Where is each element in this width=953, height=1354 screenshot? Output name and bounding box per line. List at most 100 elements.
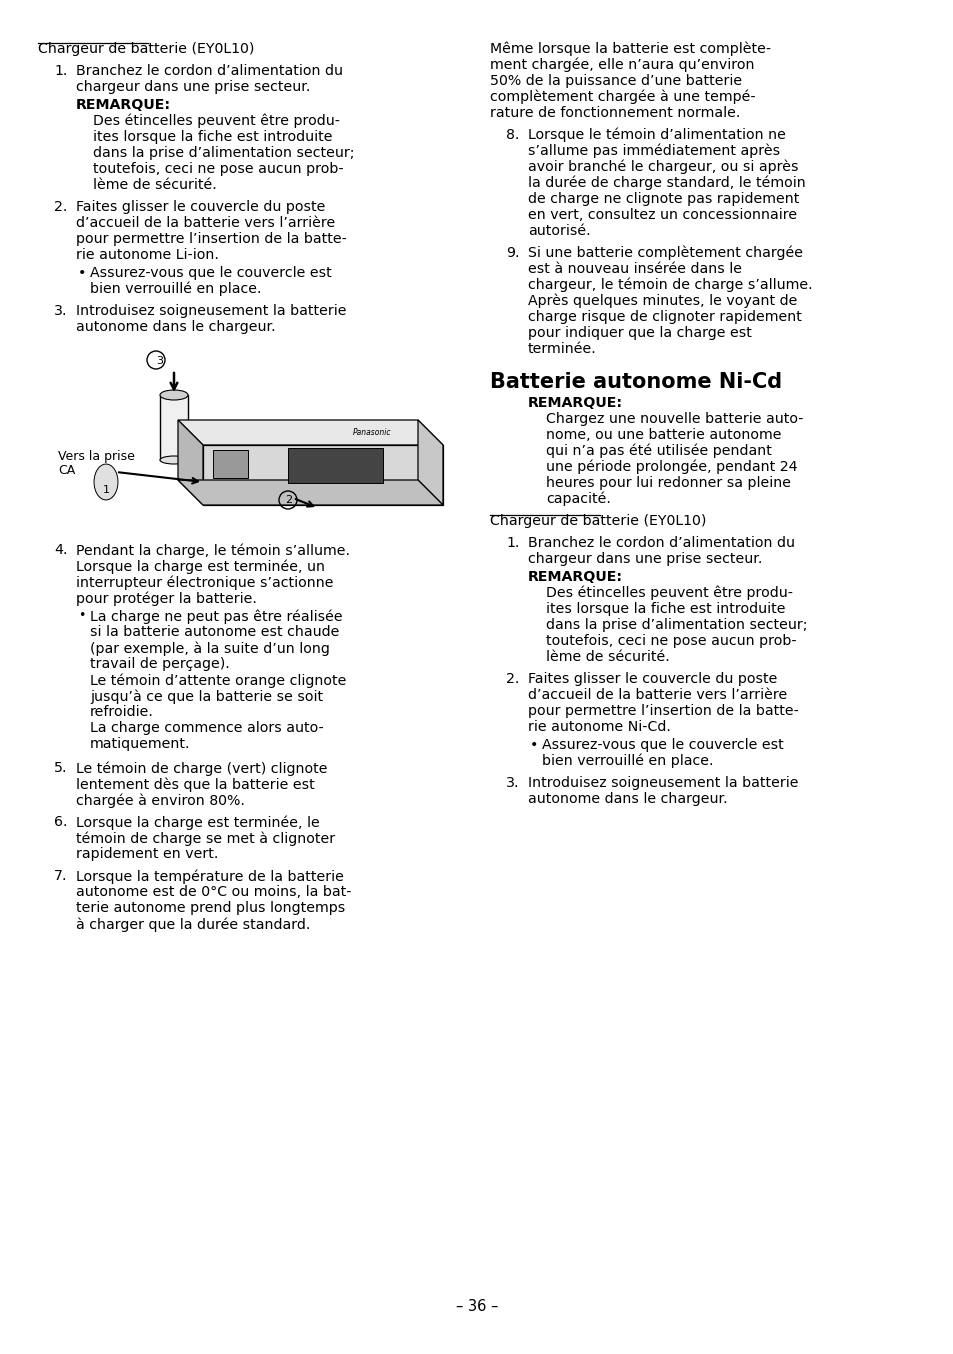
Text: 3.: 3. [54, 305, 68, 318]
Text: dans la prise d’alimentation secteur;: dans la prise d’alimentation secteur; [545, 617, 806, 632]
Text: chargeur dans une prise secteur.: chargeur dans une prise secteur. [76, 80, 310, 93]
Text: d’accueil de la batterie vers l’arrière: d’accueil de la batterie vers l’arrière [76, 217, 335, 230]
Text: lème de sécurité.: lème de sécurité. [545, 650, 669, 663]
Text: Assurez-vous que le couvercle est: Assurez-vous que le couvercle est [541, 738, 783, 751]
Text: Branchez le cordon d’alimentation du: Branchez le cordon d’alimentation du [527, 536, 794, 550]
Ellipse shape [160, 390, 188, 399]
Text: REMARQUE:: REMARQUE: [76, 97, 171, 112]
Text: REMARQUE:: REMARQUE: [527, 570, 622, 584]
Text: autorisé.: autorisé. [527, 223, 590, 238]
Text: pour indiquer que la charge est: pour indiquer que la charge est [527, 326, 751, 340]
Text: refroidie.: refroidie. [90, 705, 153, 719]
Text: s’allume pas immédiatement après: s’allume pas immédiatement après [527, 144, 780, 158]
Text: 3: 3 [156, 356, 163, 366]
Text: Introduisez soigneusement la batterie: Introduisez soigneusement la batterie [76, 305, 346, 318]
Text: 2: 2 [285, 496, 292, 505]
Text: 8.: 8. [505, 129, 518, 142]
Text: dans la prise d’alimentation secteur;: dans la prise d’alimentation secteur; [92, 146, 355, 160]
Text: à charger que la durée standard.: à charger que la durée standard. [76, 917, 310, 932]
Text: lème de sécurité.: lème de sécurité. [92, 177, 216, 192]
Text: Branchez le cordon d’alimentation du: Branchez le cordon d’alimentation du [76, 64, 343, 79]
Text: 3.: 3. [505, 776, 519, 789]
Text: toutefois, ceci ne pose aucun prob-: toutefois, ceci ne pose aucun prob- [545, 634, 796, 649]
Text: charge risque de clignoter rapidement: charge risque de clignoter rapidement [527, 310, 801, 324]
Text: Lorsque le témoin d’alimentation ne: Lorsque le témoin d’alimentation ne [527, 129, 785, 142]
Ellipse shape [160, 456, 188, 464]
Text: Chargeur de batterie (EY0L10): Chargeur de batterie (EY0L10) [490, 515, 705, 528]
Text: une période prolongée, pendant 24: une période prolongée, pendant 24 [545, 460, 797, 474]
Text: 1.: 1. [54, 64, 68, 79]
Text: REMARQUE:: REMARQUE: [527, 395, 622, 410]
Text: nome, ou une batterie autonome: nome, ou une batterie autonome [545, 428, 781, 441]
Text: de charge ne clignote pas rapidement: de charge ne clignote pas rapidement [527, 192, 799, 206]
Text: terminée.: terminée. [527, 343, 597, 356]
Text: 1: 1 [103, 485, 110, 496]
Bar [213, 450, 248, 478]
Text: est à nouveau insérée dans le: est à nouveau insérée dans le [527, 263, 741, 276]
Text: 9.: 9. [505, 246, 519, 260]
Text: matiquement.: matiquement. [90, 737, 191, 751]
Text: autonome dans le chargeur.: autonome dans le chargeur. [76, 320, 275, 334]
Polygon shape [417, 420, 442, 505]
Text: capacité.: capacité. [545, 492, 610, 506]
Text: Des étincelles peuvent être produ-: Des étincelles peuvent être produ- [92, 114, 339, 129]
Text: ment chargée, elle n’aura qu’environ: ment chargée, elle n’aura qu’environ [490, 58, 754, 73]
Polygon shape [178, 481, 442, 505]
Text: toutefois, ceci ne pose aucun prob-: toutefois, ceci ne pose aucun prob- [92, 162, 343, 176]
Bar [160, 395, 188, 460]
Text: ites lorsque la fiche est introduite: ites lorsque la fiche est introduite [545, 603, 784, 616]
Text: témoin de charge se met à clignoter: témoin de charge se met à clignoter [76, 831, 335, 845]
Text: en vert, consultez un concessionnaire: en vert, consultez un concessionnaire [527, 209, 797, 222]
Text: La charge commence alors auto-: La charge commence alors auto- [90, 720, 323, 735]
Polygon shape [178, 420, 442, 445]
Text: Lorsque la charge est terminée, un: Lorsque la charge est terminée, un [76, 559, 325, 574]
Text: rapidement en vert.: rapidement en vert. [76, 848, 218, 861]
Text: 5.: 5. [54, 761, 68, 774]
Text: Faites glisser le couvercle du poste: Faites glisser le couvercle du poste [76, 200, 325, 214]
Text: Après quelques minutes, le voyant de: Après quelques minutes, le voyant de [527, 294, 797, 309]
Text: Chargeur de batterie (EY0L10): Chargeur de batterie (EY0L10) [38, 42, 254, 56]
Text: Introduisez soigneusement la batterie: Introduisez soigneusement la batterie [527, 776, 798, 789]
Text: Panasonic: Panasonic [353, 428, 392, 437]
Text: La charge ne peut pas être réalisée: La charge ne peut pas être réalisée [90, 609, 342, 623]
Text: Lorsque la charge est terminée, le: Lorsque la charge est terminée, le [76, 815, 319, 830]
Text: Assurez-vous que le couvercle est: Assurez-vous que le couvercle est [90, 265, 332, 280]
Text: la durée de charge standard, le témoin: la durée de charge standard, le témoin [527, 176, 805, 191]
Text: Lorsque la température de la batterie: Lorsque la température de la batterie [76, 869, 343, 884]
Text: si la batterie autonome est chaude: si la batterie autonome est chaude [90, 626, 339, 639]
Text: Faites glisser le couvercle du poste: Faites glisser le couvercle du poste [527, 672, 777, 686]
Text: Vers la prise: Vers la prise [58, 450, 134, 463]
Text: Si une batterie complètement chargée: Si une batterie complètement chargée [527, 246, 802, 260]
Text: 2.: 2. [54, 200, 68, 214]
Text: jusqu’à ce que la batterie se soit: jusqu’à ce que la batterie se soit [90, 689, 323, 704]
Text: complètement chargée à une tempé-: complètement chargée à une tempé- [490, 89, 755, 104]
Text: autonome dans le chargeur.: autonome dans le chargeur. [527, 792, 727, 806]
Text: Pendant la charge, le témoin s’allume.: Pendant la charge, le témoin s’allume. [76, 543, 350, 558]
Text: d’accueil de la batterie vers l’arrière: d’accueil de la batterie vers l’arrière [527, 688, 786, 701]
Text: 6.: 6. [54, 815, 68, 829]
Text: pour permettre l’insertion de la batte-: pour permettre l’insertion de la batte- [76, 232, 347, 246]
Text: •: • [530, 738, 537, 751]
Polygon shape [178, 420, 203, 505]
Text: Le témoin d’attente orange clignote: Le témoin d’attente orange clignote [90, 673, 346, 688]
Text: lentement dès que la batterie est: lentement dès que la batterie est [76, 777, 314, 792]
Text: 7.: 7. [54, 869, 68, 883]
Polygon shape [203, 445, 442, 505]
Text: 1.: 1. [505, 536, 518, 550]
Text: interrupteur électronique s’actionne: interrupteur électronique s’actionne [76, 575, 334, 589]
Text: Des étincelles peuvent être produ-: Des étincelles peuvent être produ- [545, 586, 792, 601]
Text: 2.: 2. [505, 672, 518, 686]
Text: bien verrouillé en place.: bien verrouillé en place. [541, 754, 713, 769]
Text: CA: CA [58, 464, 75, 477]
Text: 50% de la puissance d’une batterie: 50% de la puissance d’une batterie [490, 74, 741, 88]
Bar [288, 448, 382, 483]
Text: terie autonome prend plus longtemps: terie autonome prend plus longtemps [76, 900, 345, 915]
Text: Batterie autonome Ni-Cd: Batterie autonome Ni-Cd [490, 372, 781, 393]
Text: – 36 –: – 36 – [456, 1298, 497, 1313]
Text: rie autonome Li-ion.: rie autonome Li-ion. [76, 248, 218, 263]
Text: Le témoin de charge (vert) clignote: Le témoin de charge (vert) clignote [76, 761, 327, 776]
Text: •: • [78, 265, 87, 280]
Text: chargeur dans une prise secteur.: chargeur dans une prise secteur. [527, 552, 761, 566]
Text: avoir branché le chargeur, ou si après: avoir branché le chargeur, ou si après [527, 160, 798, 175]
Text: bien verrouillé en place.: bien verrouillé en place. [90, 282, 261, 297]
